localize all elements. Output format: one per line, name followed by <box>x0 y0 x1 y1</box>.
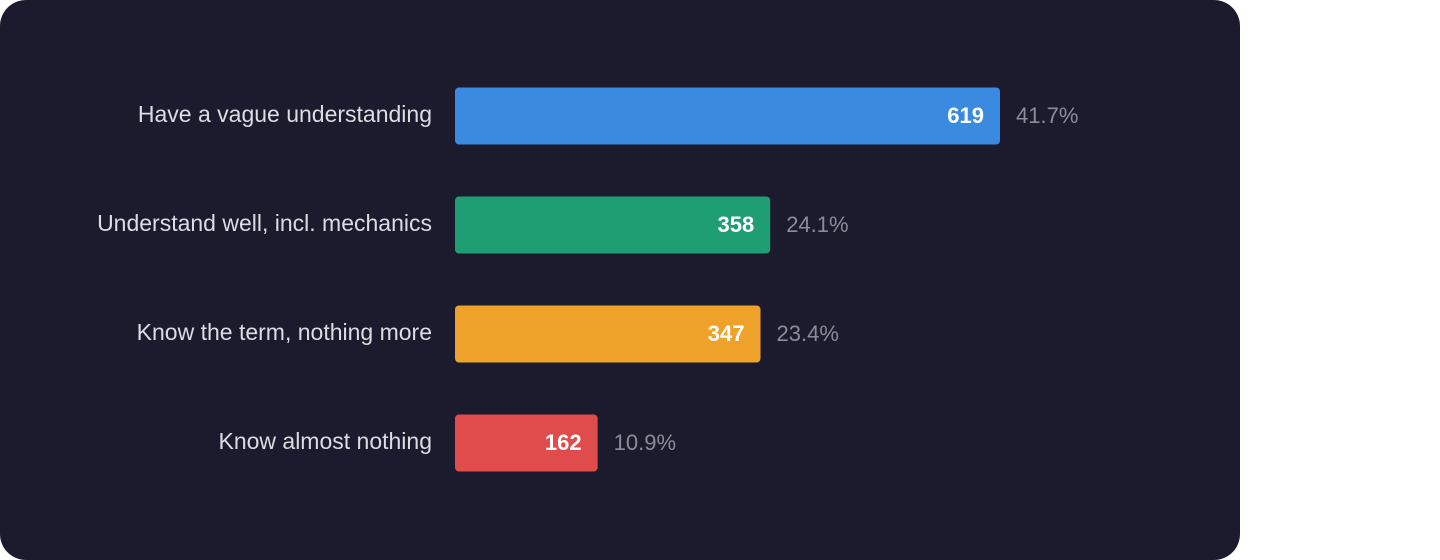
bar <box>455 196 771 254</box>
share-label: 24.1% <box>786 212 848 237</box>
bar <box>455 414 598 472</box>
share-label: 41.7% <box>1016 103 1078 128</box>
value-label: 162 <box>545 430 582 455</box>
panel <box>0 0 1240 560</box>
share-label: 23.4% <box>777 321 839 346</box>
category-label: Have a vague understanding <box>138 101 432 127</box>
value-label: 619 <box>947 103 984 128</box>
share-label: 10.9% <box>614 430 676 455</box>
category-label: Understand well, incl. mechanics <box>97 210 432 236</box>
value-label: 358 <box>717 212 754 237</box>
category-label: Know almost nothing <box>218 428 432 454</box>
value-label: 347 <box>708 321 745 346</box>
bar <box>455 305 761 363</box>
bar <box>455 87 1000 145</box>
category-label: Know the term, nothing more <box>137 319 432 345</box>
